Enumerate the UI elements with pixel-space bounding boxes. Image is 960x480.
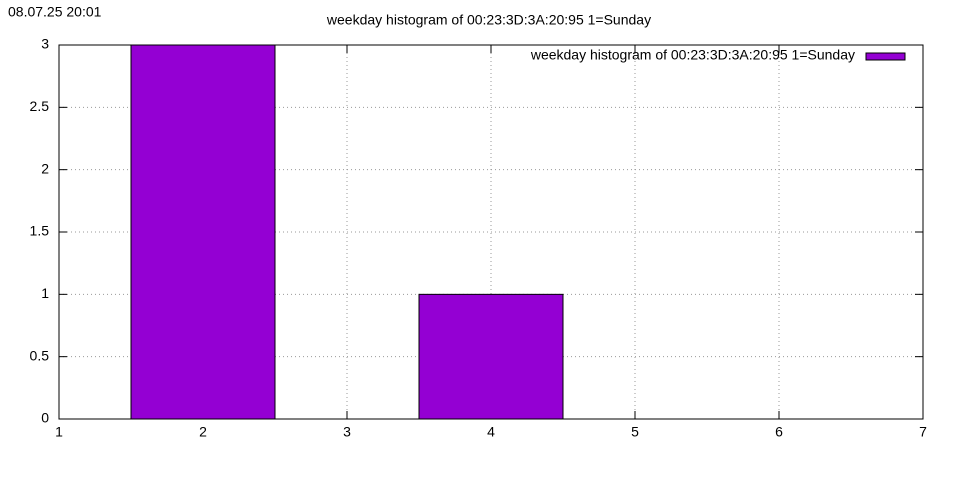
bar: [130, 44, 276, 420]
bar: [418, 293, 564, 420]
x-tick-label: 3: [343, 424, 351, 440]
legend-label: weekday histogram of 00:23:3D:3A:20:95 1…: [530, 47, 855, 63]
y-tick-label: 1.5: [30, 223, 50, 239]
y-tick-label: 3: [41, 36, 49, 52]
x-tick-label: 7: [919, 424, 927, 440]
x-tick-label: 5: [631, 424, 639, 440]
y-tick-label: 0.5: [30, 347, 50, 363]
x-tick-label: 4: [487, 424, 495, 440]
plot-frame: [58, 44, 924, 420]
x-tick-label: 2: [199, 424, 207, 440]
x-tick-label: 6: [775, 424, 783, 440]
y-tick-label: 2: [41, 160, 49, 176]
y-tick-label: 2.5: [30, 98, 50, 114]
x-tick-label: 1: [55, 424, 63, 440]
y-tick-label: 1: [41, 285, 49, 301]
y-tick-label: 0: [41, 410, 49, 426]
timestamp: 08.07.25 20:01: [8, 4, 102, 20]
chart-title: weekday histogram of 00:23:3D:3A:20:95 1…: [326, 12, 651, 28]
legend-swatch: [865, 52, 906, 61]
